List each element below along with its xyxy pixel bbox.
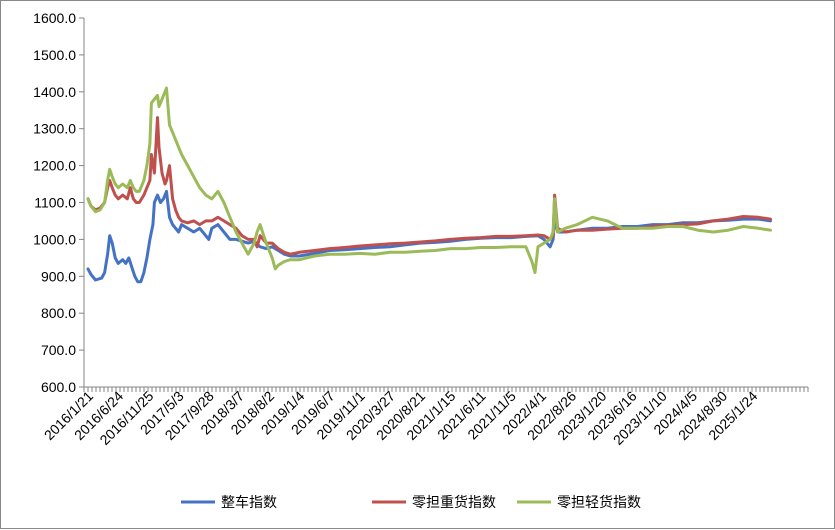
legend: 整车指数 零担重货指数 零担轻货指数 <box>181 494 641 511</box>
y-tick-label: 1500.0 <box>33 47 76 63</box>
series-line-2 <box>86 116 772 256</box>
y-tick-label: 700.0 <box>41 342 76 358</box>
y-tick-label: 1400.0 <box>33 84 76 100</box>
y-tick-label: 600.0 <box>41 379 76 395</box>
y-tick-label: 1300.0 <box>33 121 76 137</box>
legend-label-3: 零担轻货指数 <box>557 494 641 511</box>
series-line-3 <box>86 86 772 275</box>
legend-label-1: 整车指数 <box>221 494 277 511</box>
y-axis: 600.0 700.0 800.0 900.0 1000.0 1100.0 1200.0 13… <box>33 10 85 395</box>
x-axis: 2016/1/212016/6/242016/11/252017/5/32017… <box>41 386 809 448</box>
y-tick-label: 1100.0 <box>34 195 76 211</box>
y-tick-label: 800.0 <box>41 305 76 321</box>
y-tick-label: 1200.0 <box>33 158 76 174</box>
series-line-1 <box>86 189 772 284</box>
series-layer <box>86 86 772 284</box>
y-tick-label: 1000.0 <box>33 231 76 247</box>
legend-label-2: 零担重货指数 <box>412 494 496 511</box>
y-tick-label: 1600.0 <box>33 10 76 26</box>
y-tick-label: 900.0 <box>41 268 76 284</box>
